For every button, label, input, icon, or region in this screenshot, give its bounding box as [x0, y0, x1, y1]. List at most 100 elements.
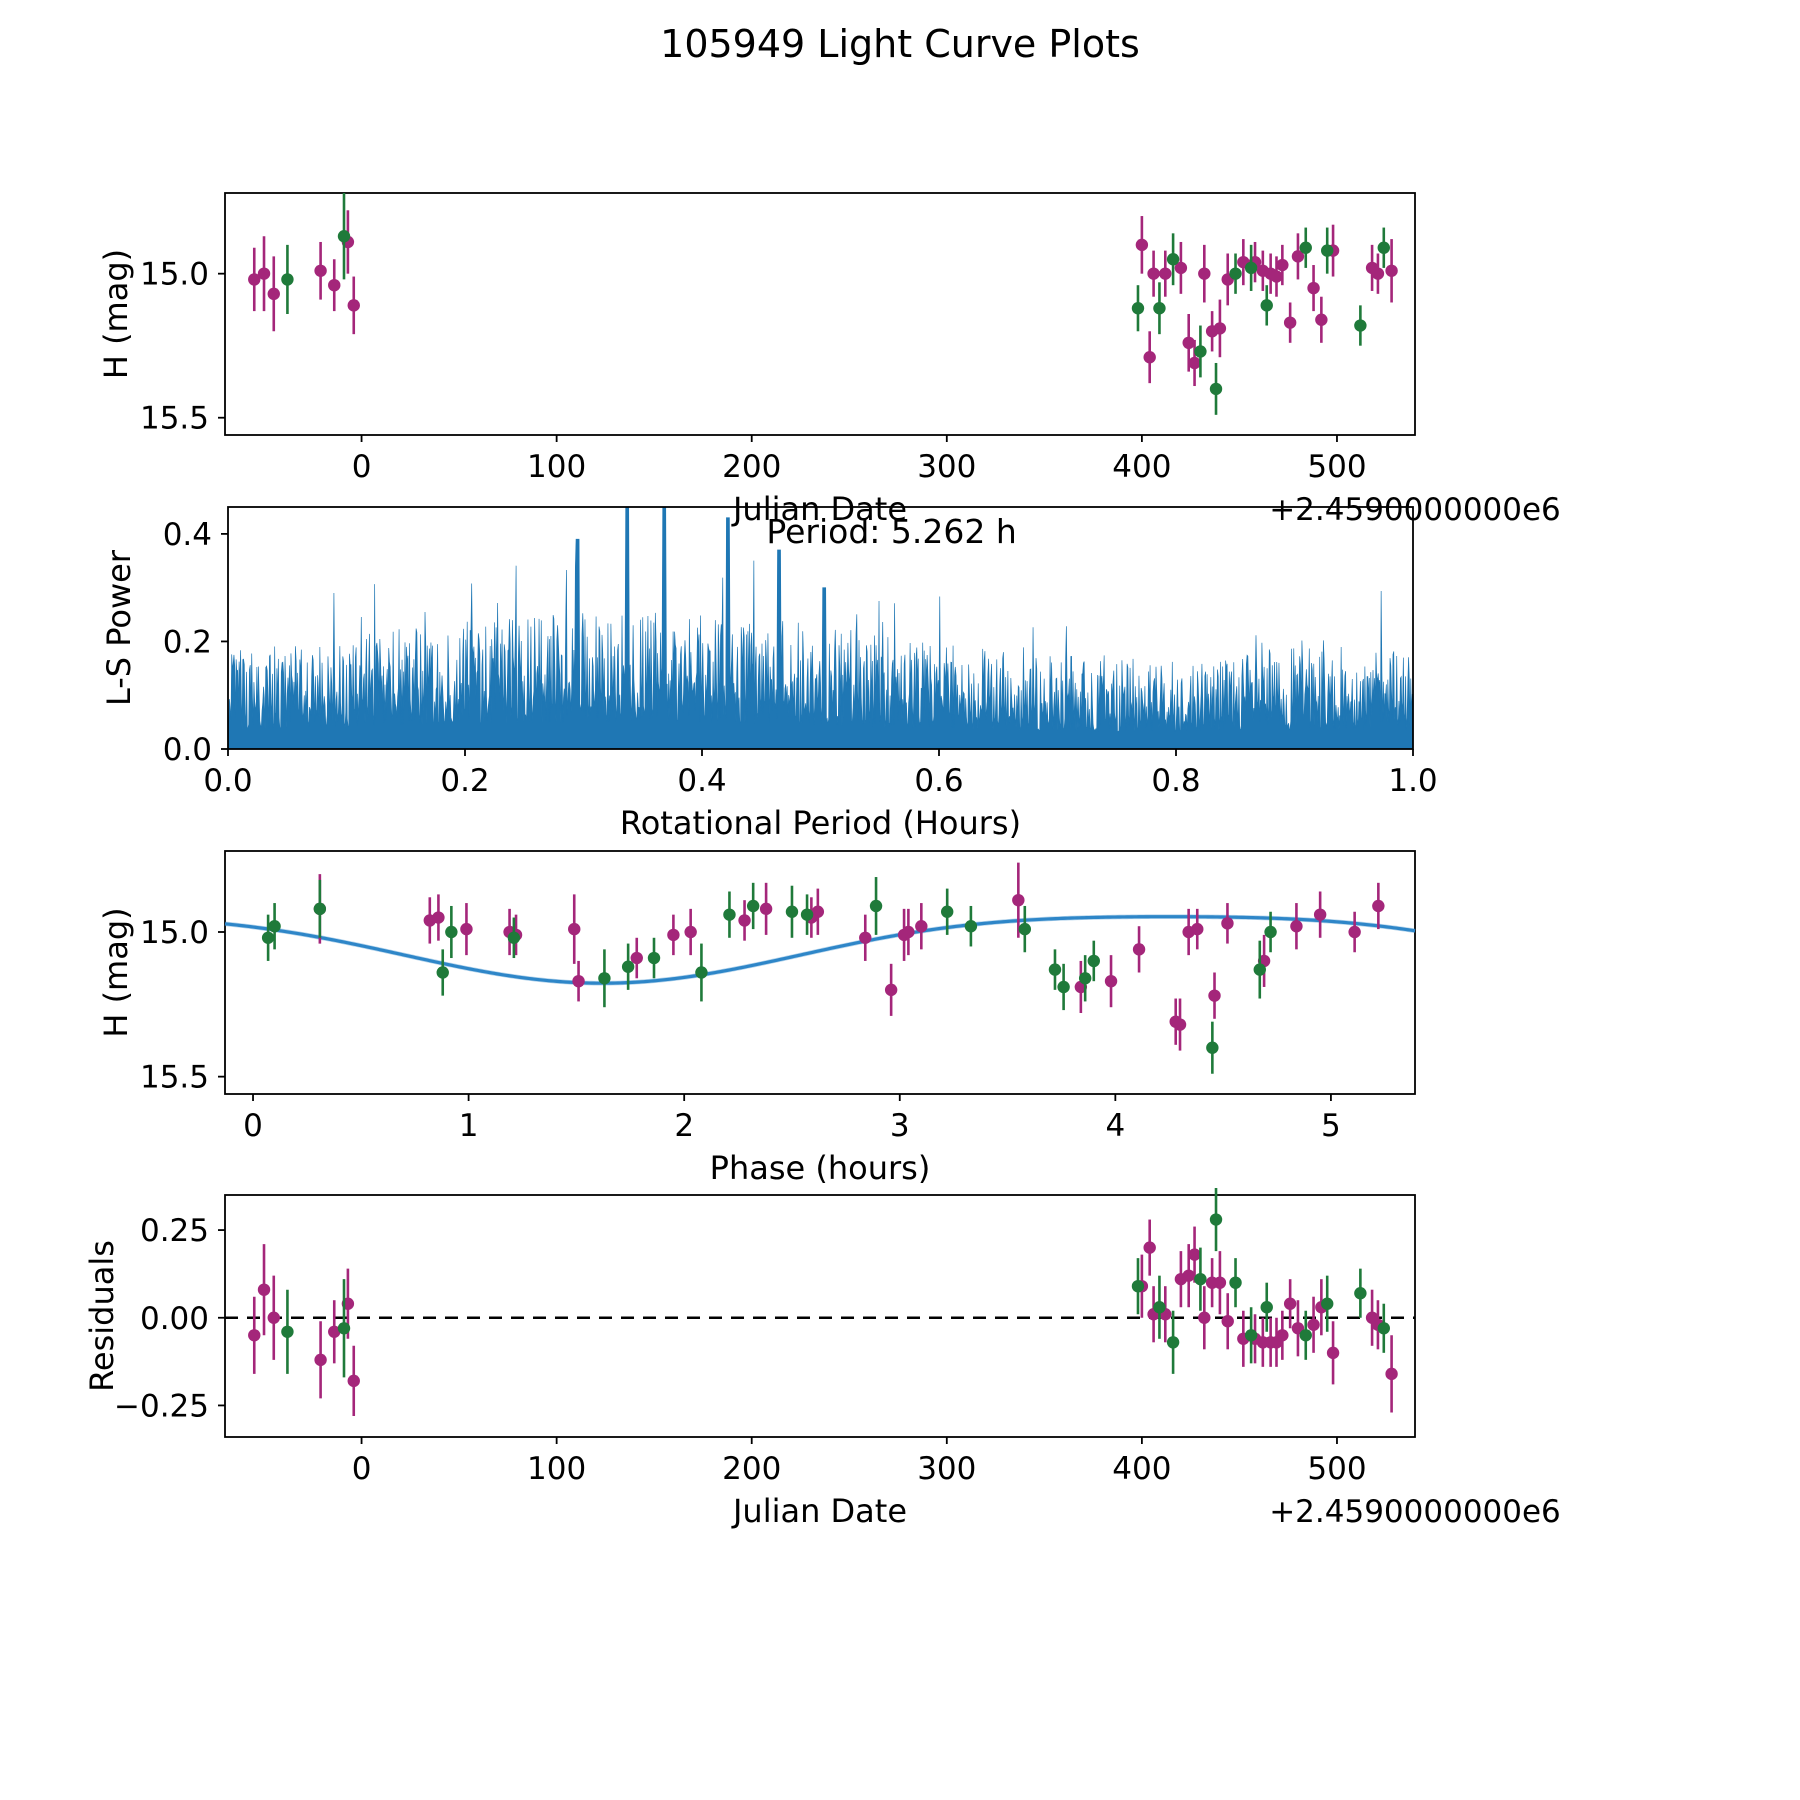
phase-datapoint — [445, 925, 458, 939]
phase-datapoint — [869, 899, 883, 913]
residuals-datapoint — [1213, 1276, 1227, 1289]
phase-frame — [224, 850, 1416, 1095]
phase-datapoint — [261, 931, 275, 944]
lightcurve-datapoint — [1270, 270, 1283, 283]
residuals-datapoint — [1209, 1213, 1223, 1226]
lightcurve-datapoint — [1182, 336, 1195, 350]
residuals-yticklabel: 0.25 — [140, 1213, 209, 1249]
phase-datapoint — [940, 905, 954, 918]
phase-xticklabel: 0 — [243, 1108, 263, 1144]
phase-datapoint — [1191, 922, 1204, 936]
residuals-xticklabel: 200 — [722, 1451, 781, 1487]
residuals-datapoint — [1131, 1279, 1145, 1293]
phase-datapoint — [436, 966, 449, 979]
phase-ylabel: H (mag) — [97, 907, 135, 1037]
periodogram-xticklabel: 0.8 — [1151, 763, 1200, 799]
phase-datapoint — [621, 960, 635, 973]
phase-datapoint — [432, 911, 445, 924]
residuals-xticklabel: 300 — [917, 1451, 976, 1487]
phase-xticklabel: 3 — [890, 1108, 910, 1144]
phase-datapoint — [1018, 922, 1032, 936]
lightcurve-datapoint — [267, 287, 280, 301]
residuals-xticklabel: 400 — [1112, 1451, 1171, 1487]
phase-xticklabel: 4 — [1105, 1108, 1125, 1144]
lightcurve-yticklabel: 15.5 — [140, 401, 209, 437]
phase-datapoint — [1087, 954, 1100, 968]
phase-datapoint — [1253, 963, 1266, 976]
residuals-datapoint — [1143, 1241, 1156, 1254]
period-annotation: Period: 5.262 h — [766, 512, 1016, 551]
lightcurve-datapoint — [1135, 238, 1149, 252]
phase-datapoint — [572, 974, 585, 988]
residuals-datapoint — [267, 1311, 280, 1324]
residuals-datapoint — [1166, 1336, 1180, 1349]
periodogram-yticklabel: 0.2 — [163, 624, 212, 660]
residuals-datapoint — [248, 1329, 261, 1342]
phase-datapoint — [759, 902, 773, 916]
residuals-datapoint — [1307, 1318, 1320, 1331]
lightcurve-datapoint — [1377, 241, 1390, 254]
lightcurve-datapoint — [1194, 345, 1207, 358]
lightcurve-datapoint — [1371, 267, 1385, 280]
lightcurve-datapoint — [1198, 267, 1211, 280]
periodogram-xticklabel: 0.2 — [440, 763, 489, 799]
panel-phase: 0 1 2 3 4 5 Phase (hours) 15.0 15.5H (mag) — [97, 850, 1416, 1187]
residuals-datapoint — [1221, 1315, 1234, 1328]
phase-yticklabel: 15.0 — [140, 915, 209, 951]
lightcurve-datapoint — [1143, 351, 1156, 364]
lightcurve-xlabel: Julian Date — [731, 490, 907, 528]
phase-datapoint — [695, 966, 708, 979]
phase-datapoint — [1173, 1018, 1187, 1031]
phase-datapoint — [1132, 943, 1146, 956]
lightcurve-datapoint — [1321, 244, 1334, 257]
phase-datapoint — [964, 920, 978, 933]
phase-datapoint — [738, 914, 751, 927]
lightcurve-datapoint — [1315, 313, 1328, 326]
residuals-datapoint — [328, 1325, 341, 1338]
phase-datapoint — [1206, 1041, 1219, 1054]
lightcurve-datapoint — [1229, 267, 1242, 280]
lightcurve-datapoint — [1213, 322, 1227, 335]
phase-datapoint — [800, 908, 814, 921]
phase-datapoint — [1348, 925, 1361, 939]
phase-datapoint — [598, 972, 611, 985]
lightcurve-datapoint — [1385, 264, 1398, 277]
lightcurve-datapoint — [1159, 267, 1172, 280]
lightcurve-datapoint — [248, 273, 261, 286]
phase-datapoint — [884, 983, 898, 997]
phase-datapoint — [647, 951, 661, 965]
phase-datapoint — [1264, 925, 1277, 939]
lightcurve-ylabel: H (mag) — [97, 249, 135, 379]
residuals-x-offset: +2.4590000000e6 — [1269, 1494, 1561, 1530]
panel-lightcurve: 0 100 200 300 400 500 Julian Date +2.4590000000… — [97, 192, 1561, 528]
residuals-datapoint — [1283, 1297, 1297, 1310]
residuals-datapoint — [1244, 1329, 1258, 1342]
phase-xticklabel: 1 — [459, 1108, 479, 1144]
phase-datapoint — [1372, 899, 1385, 913]
phase-datapoint — [1104, 974, 1118, 988]
phase-datapoint — [507, 931, 521, 944]
periodogram-yticklabel: 0.0 — [163, 732, 212, 768]
phase-xticklabel: 2 — [674, 1108, 694, 1144]
residuals-yticklabel: 0.00 — [140, 1301, 209, 1337]
lightcurve-xticklabel: 100 — [527, 449, 586, 485]
residuals-datapoint — [1354, 1287, 1367, 1300]
phase-fit-curve — [224, 915, 1416, 985]
phase-datapoint — [667, 928, 680, 942]
phase-datapoint — [568, 922, 581, 936]
residuals-datapoint — [1321, 1297, 1334, 1310]
lightcurve-datapoint — [328, 278, 341, 292]
phase-xlabel: Phase (hours) — [710, 1149, 931, 1187]
lightcurve-x-offset: +2.4590000000e6 — [1269, 492, 1561, 528]
lightcurve-datapoint — [1209, 382, 1223, 396]
phase-datapoint — [723, 908, 736, 921]
residuals-datapoint — [1182, 1269, 1195, 1282]
residuals-xlabel: Julian Date — [731, 1492, 907, 1530]
panel-periodogram: 0.0 0.2 0.4 0.6 0.8 1.0 Rotational Period (Hou… — [100, 506, 1438, 842]
residuals-datapoint — [1299, 1329, 1312, 1342]
lightcurve-datapoint — [1188, 356, 1201, 370]
lightcurve-datapoint — [1299, 241, 1312, 254]
lightcurve-datapoint — [314, 264, 327, 277]
